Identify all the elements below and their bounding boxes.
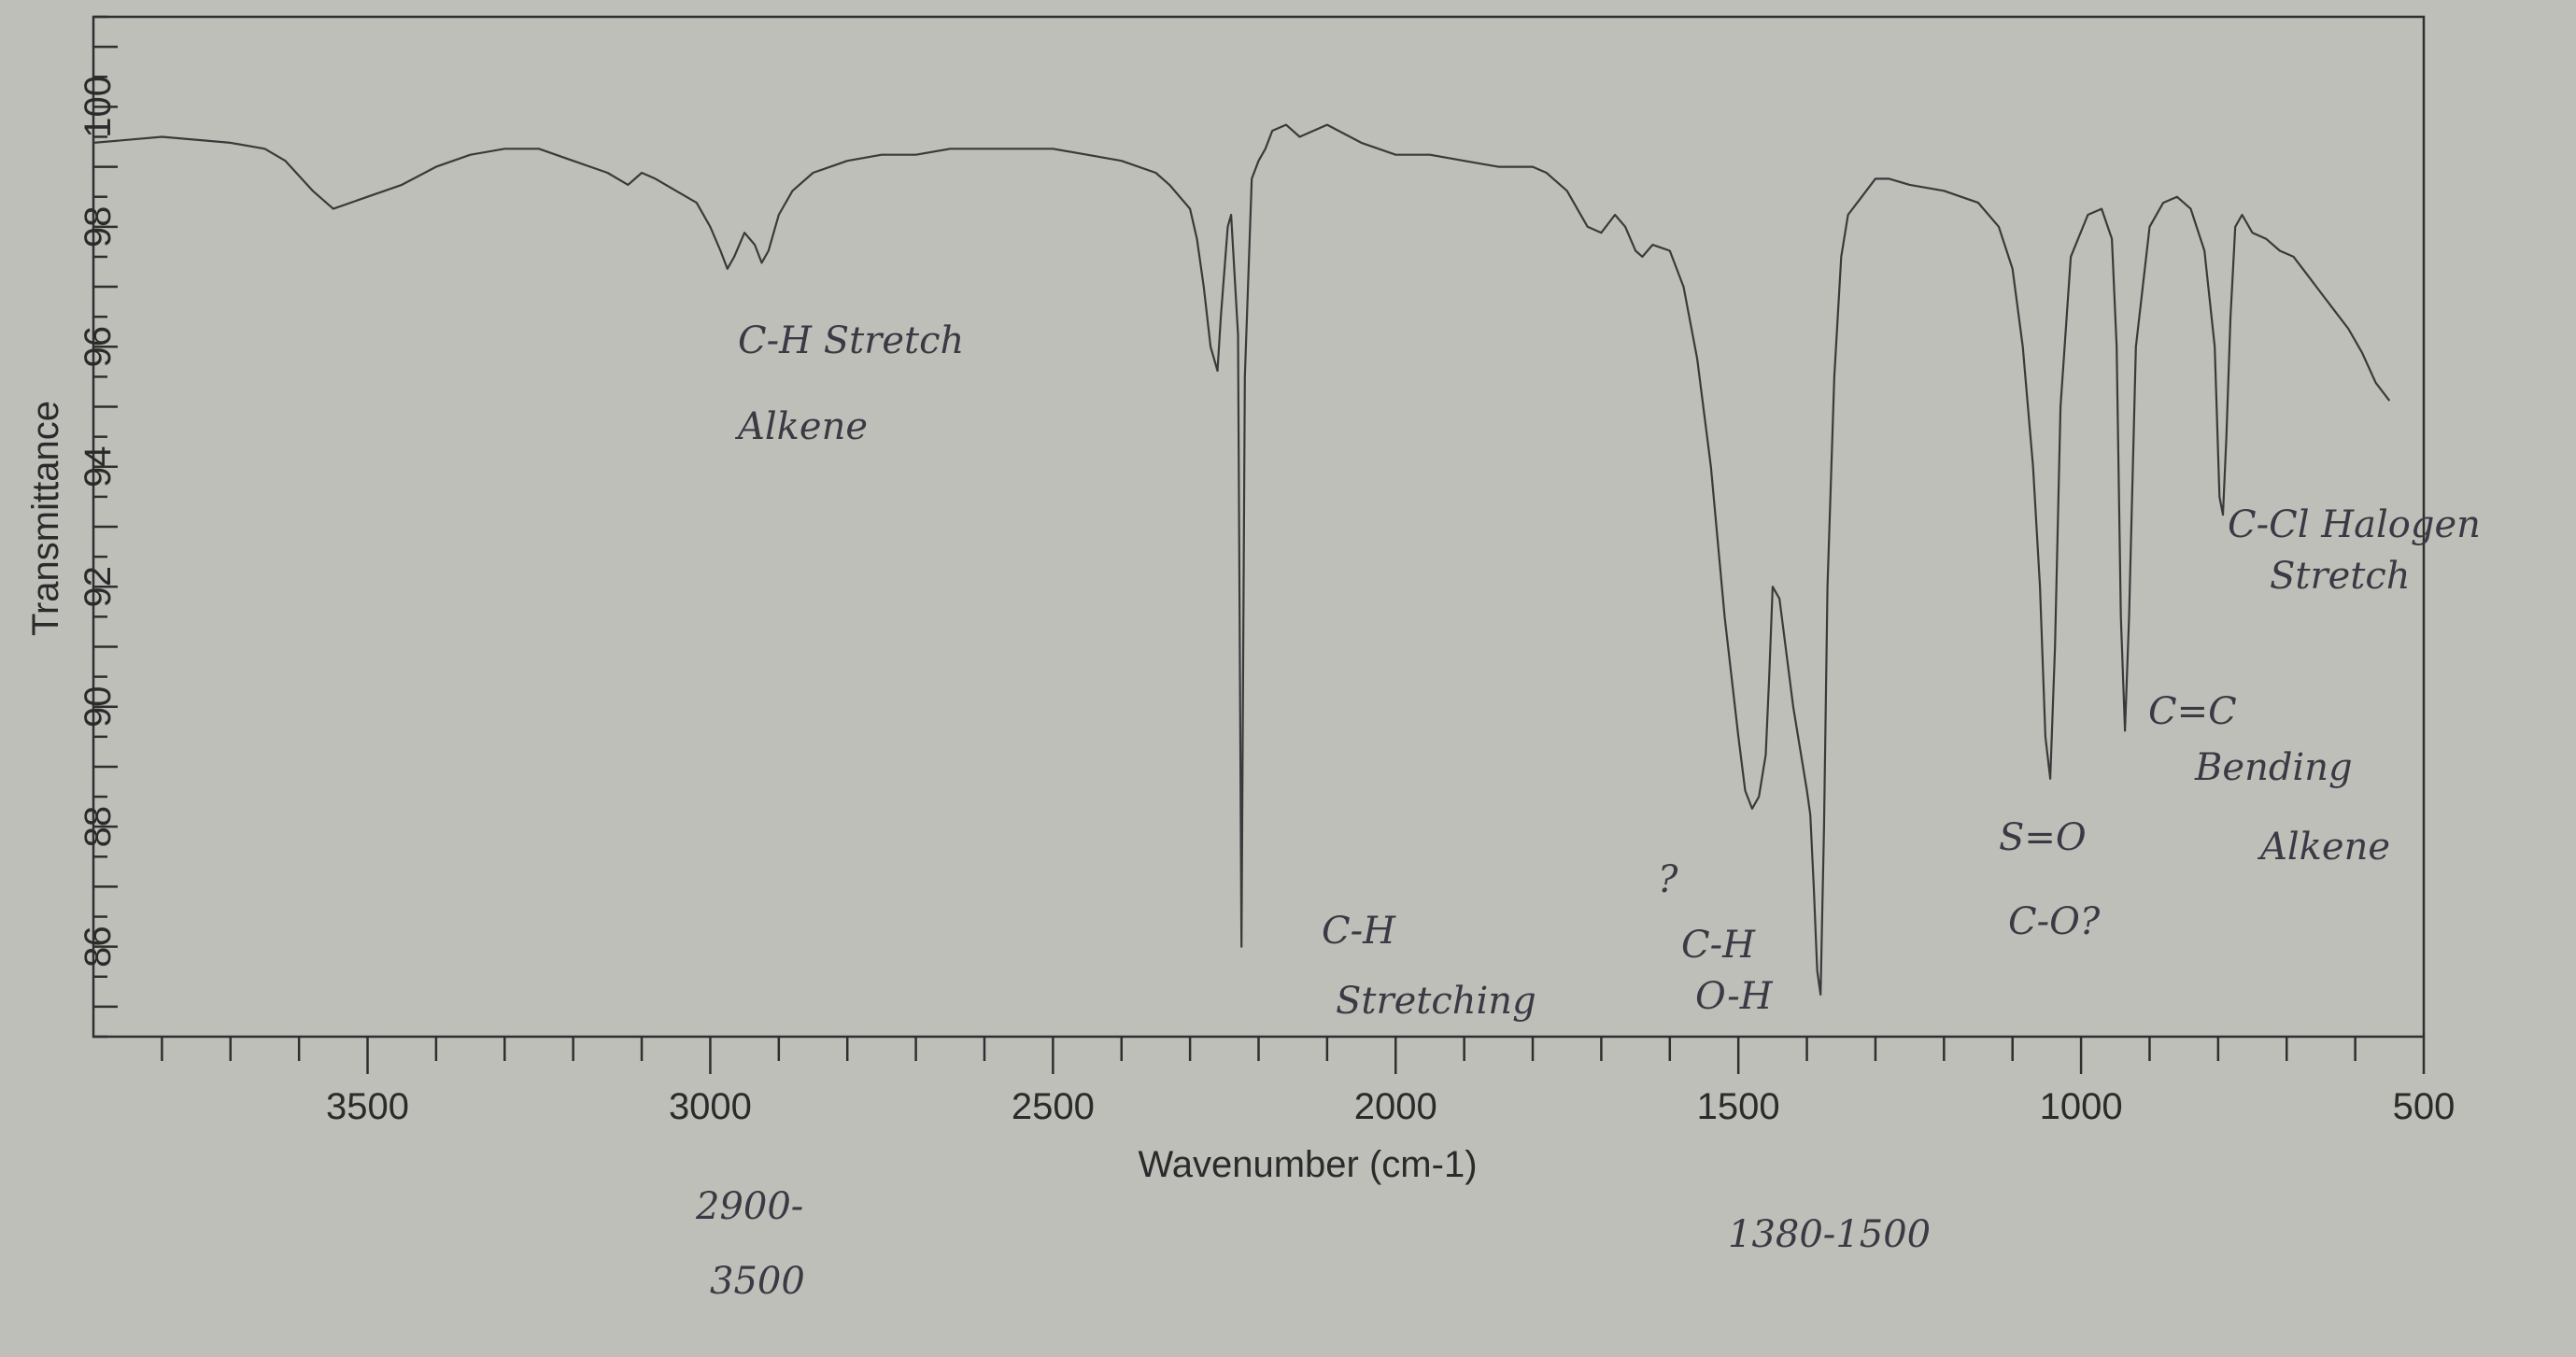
note-oh: O-H bbox=[1695, 975, 1774, 1018]
handwritten-notes: C-H Stretch Alkene C-H Stretching ? C-H … bbox=[695, 319, 2481, 1303]
y-tick-label: 98 bbox=[78, 206, 119, 248]
note-alkene-2: Alkene bbox=[2257, 826, 2390, 869]
x-tick-label: 1000 bbox=[2040, 1086, 2123, 1127]
y-tick-label: 96 bbox=[78, 326, 119, 368]
x-axis-ticks: 3500 3000 2500 2000 1500 1000 500 bbox=[161, 1037, 2456, 1127]
note-ch-2: C-H bbox=[1681, 924, 1756, 967]
note-ch: C-H bbox=[1322, 910, 1396, 953]
x-tick-label: 500 bbox=[2393, 1086, 2456, 1127]
note-range-2900: 2900- bbox=[695, 1185, 803, 1228]
note-cc: C=C bbox=[2148, 690, 2237, 733]
note-range-1380: 1380-1500 bbox=[1728, 1213, 1931, 1256]
note-co: C-O? bbox=[2008, 900, 2101, 943]
x-tick-label: 2500 bbox=[1012, 1086, 1095, 1127]
note-alkene: Alkene bbox=[734, 405, 868, 448]
note-question-mark: ? bbox=[1658, 858, 1678, 901]
x-tick-label: 1500 bbox=[1697, 1086, 1780, 1127]
y-tick-label: 94 bbox=[78, 446, 119, 488]
y-tick-label: 88 bbox=[78, 806, 119, 848]
y-tick-label: 86 bbox=[78, 926, 119, 967]
y-tick-label: 92 bbox=[78, 566, 119, 608]
plot-area: 86 88 90 92 94 96 98 100 3500 3000 2500 2000 1500 10… bbox=[78, 15, 2456, 1127]
x-tick-label: 2000 bbox=[1354, 1086, 1437, 1127]
note-range-3500: 3500 bbox=[710, 1260, 805, 1303]
note-stretch: Stretch bbox=[2270, 555, 2411, 598]
y-tick-label: 100 bbox=[78, 76, 119, 138]
note-ch-stretch: C-H Stretch bbox=[738, 319, 964, 362]
note-so: S=O bbox=[1999, 816, 2087, 859]
note-ccl-halogen: C-Cl Halogen bbox=[2228, 503, 2481, 546]
y-tick-label: 90 bbox=[78, 686, 119, 728]
y-axis-ticks: 86 88 90 92 94 96 98 100 bbox=[78, 15, 119, 1039]
note-bending: Bending bbox=[2194, 746, 2353, 789]
y-axis-label: Transmittance bbox=[25, 401, 66, 636]
x-axis-label: Wavenumber (cm-1) bbox=[1138, 1144, 1477, 1185]
note-stretching: Stretching bbox=[1336, 980, 1536, 1023]
x-tick-label: 3500 bbox=[326, 1086, 409, 1127]
spectrum-trace bbox=[92, 123, 2391, 997]
x-tick-label: 3000 bbox=[669, 1086, 752, 1127]
